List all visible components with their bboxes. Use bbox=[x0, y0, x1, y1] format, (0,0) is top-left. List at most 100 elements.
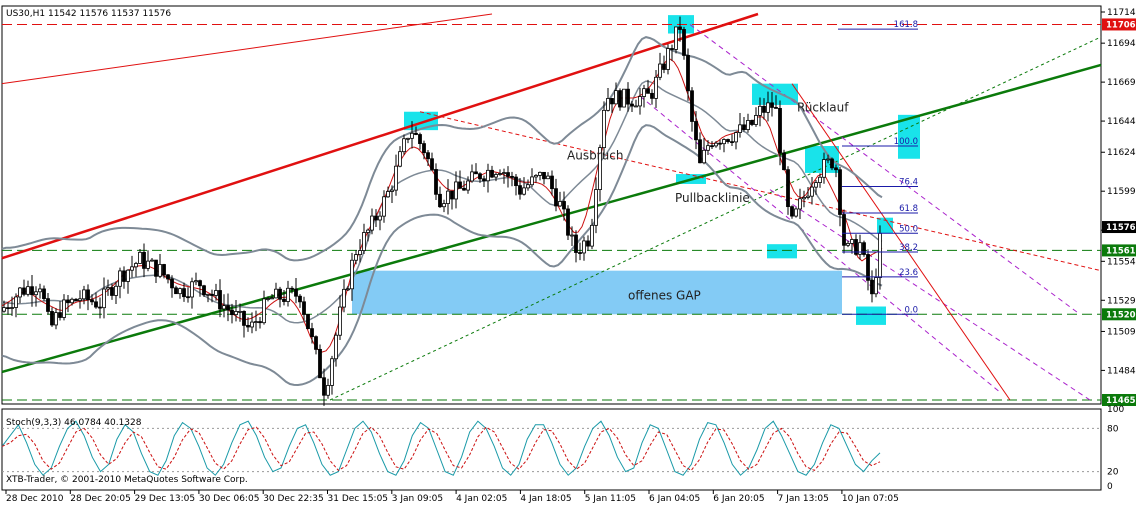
candle bbox=[498, 173, 502, 175]
candle bbox=[598, 147, 602, 190]
copyright-text: XTB-Trader, © 2001-2010 MetaQuotes Softw… bbox=[6, 475, 248, 485]
fib-label-161.8: 161.8 bbox=[894, 20, 918, 30]
candle bbox=[234, 311, 238, 316]
candle bbox=[386, 191, 390, 198]
candle bbox=[746, 120, 750, 131]
candle bbox=[34, 291, 38, 296]
candle bbox=[338, 306, 342, 336]
price-tag-bg bbox=[1102, 18, 1136, 31]
candle bbox=[142, 251, 146, 269]
candle bbox=[62, 299, 66, 318]
candle bbox=[802, 197, 806, 200]
candle bbox=[18, 287, 22, 298]
candle bbox=[762, 105, 766, 113]
bollinger-upper bbox=[1, 36, 883, 262]
candle bbox=[194, 280, 198, 283]
candle bbox=[606, 98, 610, 111]
candle bbox=[602, 109, 606, 149]
candle bbox=[418, 134, 422, 144]
candle bbox=[670, 48, 674, 50]
candle bbox=[58, 312, 62, 318]
oscillator-panel-frame bbox=[1, 408, 1102, 491]
candle bbox=[786, 169, 790, 208]
annotation-offenes-gap: offenes GAP bbox=[628, 289, 701, 303]
candle bbox=[726, 139, 730, 143]
time-label: 3 Jan 09:05 bbox=[392, 494, 443, 504]
candle bbox=[298, 295, 302, 303]
purple-channel-lower bbox=[769, 189, 1091, 401]
candle bbox=[442, 203, 446, 208]
candle bbox=[46, 298, 50, 312]
candle bbox=[350, 259, 354, 290]
candle bbox=[530, 176, 534, 186]
candle bbox=[290, 287, 294, 290]
candle bbox=[850, 239, 854, 244]
candle bbox=[370, 215, 374, 231]
candle bbox=[382, 196, 386, 217]
candle bbox=[554, 188, 558, 207]
candle bbox=[538, 171, 542, 176]
price-tag-11465: 11465 bbox=[1106, 396, 1136, 406]
price-tick-label: 11624 bbox=[1107, 148, 1136, 158]
support-trendline bbox=[1, 63, 1102, 374]
candle bbox=[178, 288, 182, 295]
candle bbox=[278, 288, 282, 300]
candle bbox=[286, 287, 290, 302]
candle bbox=[38, 288, 42, 293]
purple-channel-mid bbox=[639, 95, 1001, 393]
candle bbox=[774, 107, 778, 109]
candle bbox=[130, 266, 134, 271]
candle bbox=[662, 63, 666, 70]
candle bbox=[874, 277, 878, 295]
time-label: 7 Jan 13:05 bbox=[778, 494, 829, 504]
candle bbox=[522, 187, 526, 195]
symbol-header: US30,H1 11542 11576 11537 11576 bbox=[6, 9, 171, 19]
candle bbox=[70, 298, 74, 304]
candle bbox=[398, 151, 402, 167]
candle bbox=[654, 76, 658, 99]
candle bbox=[462, 187, 466, 191]
time-label: 30 Dec 22:35 bbox=[263, 494, 324, 504]
fib-label-76.4: 76.4 bbox=[899, 178, 918, 188]
fib-label-38.2: 38.2 bbox=[899, 243, 918, 253]
candle bbox=[378, 215, 382, 221]
candle bbox=[434, 169, 438, 195]
annotation-r-cklauf: Rücklauf bbox=[797, 101, 849, 115]
stoch-tick-20: 20 bbox=[1107, 468, 1119, 478]
candle bbox=[870, 279, 874, 295]
candle bbox=[138, 251, 142, 264]
candle bbox=[810, 186, 814, 197]
candle bbox=[450, 190, 454, 200]
candle bbox=[730, 141, 734, 144]
candle bbox=[454, 181, 458, 200]
candle bbox=[110, 287, 114, 296]
time-label: 30 Dec 06:05 bbox=[199, 494, 260, 504]
highlight-zone-6 bbox=[856, 306, 886, 325]
candle bbox=[226, 305, 230, 311]
candle bbox=[478, 173, 482, 180]
candle bbox=[474, 171, 478, 175]
candle bbox=[702, 149, 706, 164]
candle bbox=[362, 232, 366, 251]
candle bbox=[846, 243, 850, 246]
candle bbox=[426, 152, 430, 160]
fib-label-100.0: 100.0 bbox=[894, 137, 918, 147]
candle bbox=[274, 288, 278, 299]
candle bbox=[630, 103, 634, 107]
candle bbox=[422, 143, 426, 154]
candle bbox=[550, 175, 554, 190]
candle bbox=[306, 314, 310, 330]
candle bbox=[718, 142, 722, 145]
bollinger-lower bbox=[1, 124, 883, 387]
candle bbox=[546, 175, 550, 180]
candle bbox=[470, 171, 474, 182]
price-tick-label: 11644 bbox=[1107, 117, 1136, 127]
highlight-zone-5 bbox=[805, 146, 839, 173]
price-tick-label: 11484 bbox=[1107, 366, 1136, 376]
candle bbox=[214, 290, 218, 296]
candle bbox=[834, 167, 838, 171]
candle bbox=[646, 88, 650, 94]
candle bbox=[686, 55, 690, 92]
candle bbox=[294, 288, 298, 297]
